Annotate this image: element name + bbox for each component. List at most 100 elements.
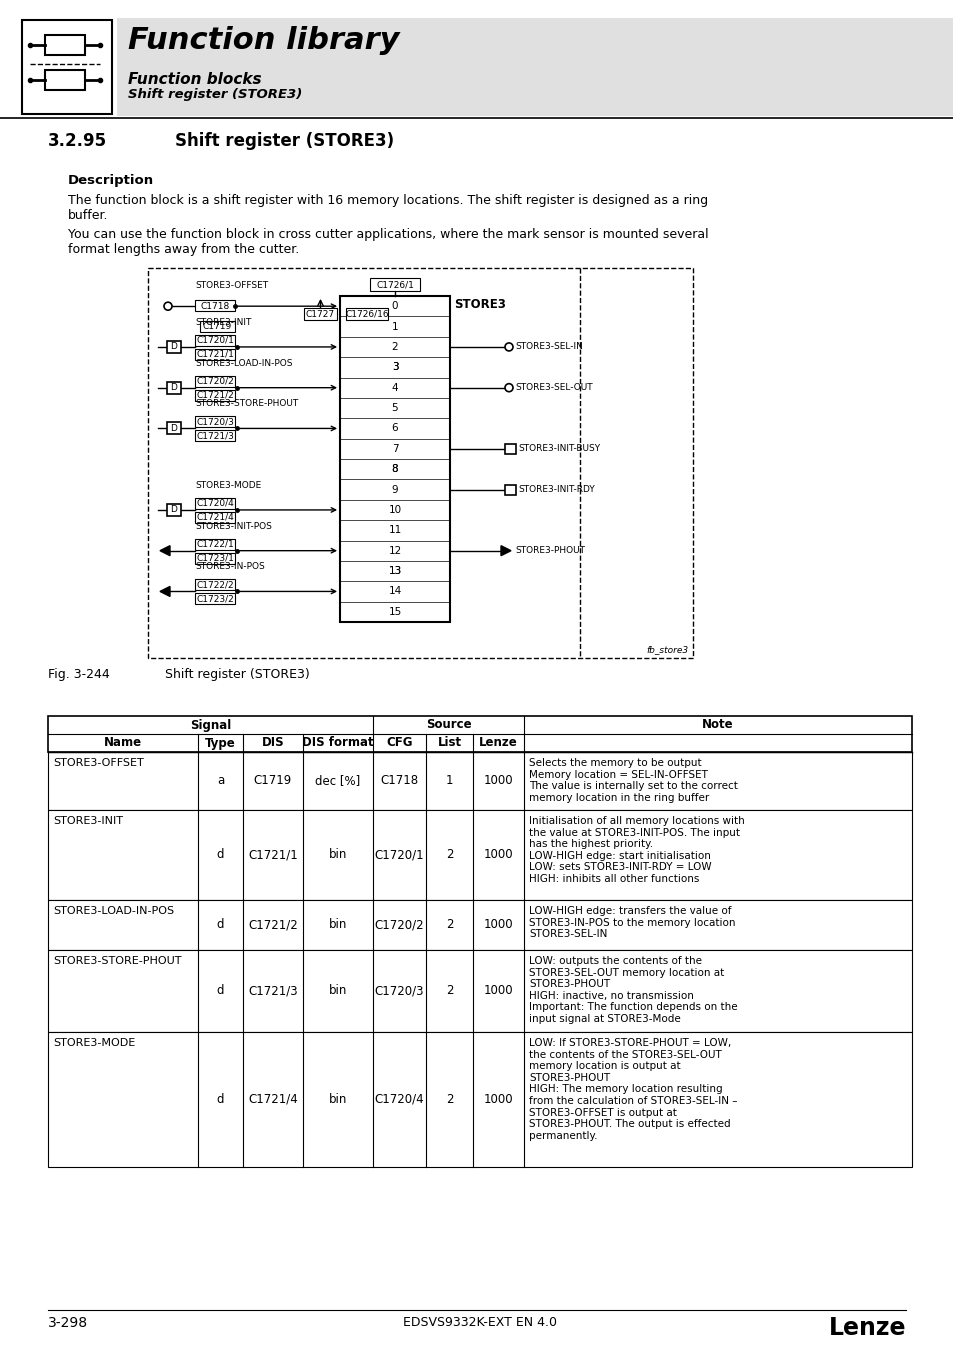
Text: C1721/2: C1721/2 (196, 390, 233, 400)
Text: LOW-HIGH edge: transfers the value of
STORE3-IN-POS to the memory location
STORE: LOW-HIGH edge: transfers the value of ST… (529, 906, 735, 940)
Text: 10: 10 (388, 505, 401, 514)
Bar (48, 716, 911, 752)
Bar (48, 900, 911, 950)
Text: fb_store3: fb_store3 (646, 645, 688, 653)
Text: 0: 0 (392, 301, 397, 312)
Text: C1719: C1719 (202, 323, 232, 331)
Text: 15: 15 (388, 606, 401, 617)
Bar (194, 375, 234, 386)
Text: bin: bin (329, 984, 347, 998)
Circle shape (504, 343, 513, 351)
Text: Lenze: Lenze (478, 737, 517, 749)
Text: The function block is a shift register with 16 memory locations. The shift regis: The function block is a shift register w… (68, 194, 707, 221)
Bar (167, 504, 181, 516)
Bar (339, 296, 450, 622)
Bar (167, 423, 181, 435)
Polygon shape (160, 545, 170, 556)
Bar (148, 269, 692, 657)
Text: C1721/4: C1721/4 (248, 1094, 297, 1106)
Text: 8: 8 (392, 464, 398, 474)
Text: Description: Description (68, 174, 154, 188)
Text: C1720/4: C1720/4 (375, 1094, 424, 1106)
Text: STORE3-STORE-PHOUT: STORE3-STORE-PHOUT (194, 400, 298, 409)
Text: LOW: outputs the contents of the
STORE3-SEL-OUT memory location at
STORE3-PHOUT
: LOW: outputs the contents of the STORE3-… (529, 956, 737, 1025)
Bar (346, 308, 388, 320)
Text: bin: bin (329, 849, 347, 861)
Text: Selects the memory to be output
Memory location = SEL-IN-OFFSET
The value is int: Selects the memory to be output Memory l… (529, 757, 737, 803)
Bar (194, 348, 234, 360)
Text: Shift register (STORE3): Shift register (STORE3) (174, 132, 394, 150)
Text: 3.2.95: 3.2.95 (48, 132, 107, 150)
Text: 9: 9 (392, 485, 398, 494)
Bar (504, 485, 516, 494)
Text: C1719: C1719 (253, 775, 292, 787)
Text: 4: 4 (392, 382, 398, 393)
Text: Source: Source (425, 718, 471, 732)
Text: STORE3-INIT-RDY: STORE3-INIT-RDY (517, 485, 594, 494)
Text: C1720/2: C1720/2 (196, 377, 233, 386)
Bar (504, 444, 516, 454)
Text: D: D (171, 505, 177, 514)
Bar (48, 810, 911, 900)
Bar (194, 552, 234, 564)
Text: bin: bin (329, 918, 347, 932)
Text: STORE3: STORE3 (454, 298, 505, 311)
Circle shape (504, 383, 513, 392)
Bar (194, 300, 234, 312)
Polygon shape (500, 545, 511, 556)
Text: 13: 13 (388, 566, 401, 576)
Text: Signal: Signal (190, 718, 231, 732)
Text: CFG: CFG (386, 737, 413, 749)
Text: 8: 8 (392, 464, 398, 474)
Bar (194, 416, 234, 428)
Text: STORE3-INIT-POS: STORE3-INIT-POS (194, 521, 272, 531)
Bar (48, 1031, 911, 1166)
Text: STORE3-SEL-OUT: STORE3-SEL-OUT (515, 383, 592, 393)
Text: C1723/1: C1723/1 (196, 554, 233, 563)
Bar (45, 35, 85, 55)
Polygon shape (160, 586, 170, 597)
Text: 2: 2 (445, 849, 453, 861)
Text: Function blocks: Function blocks (128, 72, 261, 86)
Text: STORE3-LOAD-IN-POS: STORE3-LOAD-IN-POS (53, 906, 174, 917)
Bar (194, 539, 234, 549)
Text: DIS: DIS (261, 737, 284, 749)
Text: D: D (171, 424, 177, 433)
Text: 1000: 1000 (483, 984, 513, 998)
Text: 1: 1 (445, 775, 453, 787)
Bar (339, 560, 450, 582)
Text: 2: 2 (445, 984, 453, 998)
Text: d: d (216, 918, 224, 932)
Text: Lenze: Lenze (827, 1316, 905, 1341)
Text: C1721/3: C1721/3 (248, 984, 297, 998)
Text: Shift register (STORE3): Shift register (STORE3) (128, 88, 302, 101)
Bar (339, 358, 450, 378)
Text: STORE3-OFFSET: STORE3-OFFSET (194, 281, 268, 290)
Text: Initialisation of all memory locations with
the value at STORE3-INIT-POS. The in: Initialisation of all memory locations w… (529, 815, 744, 884)
Bar (194, 390, 234, 401)
Text: STORE3-INIT: STORE3-INIT (194, 319, 251, 327)
Text: 7: 7 (392, 444, 398, 454)
Text: C1720/1: C1720/1 (375, 849, 424, 861)
Text: C1720/2: C1720/2 (375, 918, 424, 932)
Text: STORE3-SEL-IN: STORE3-SEL-IN (515, 343, 582, 351)
Bar (200, 320, 234, 332)
Text: STORE3-IN-POS: STORE3-IN-POS (194, 563, 265, 571)
Text: 2: 2 (392, 342, 398, 352)
Text: bin: bin (329, 1094, 347, 1106)
Text: d: d (216, 1094, 224, 1106)
Text: 12: 12 (388, 545, 401, 556)
Bar (194, 594, 234, 605)
Text: C1722/2: C1722/2 (196, 580, 233, 590)
Text: 6: 6 (392, 424, 398, 433)
Text: Note: Note (701, 718, 733, 732)
Text: d: d (216, 849, 224, 861)
Text: Shift register (STORE3): Shift register (STORE3) (165, 668, 310, 680)
Text: C1720/4: C1720/4 (196, 500, 233, 508)
Bar (167, 342, 181, 352)
Bar (194, 431, 234, 441)
Bar (194, 512, 234, 522)
Bar (194, 335, 234, 346)
Text: C1722/1: C1722/1 (196, 540, 233, 548)
Text: D: D (171, 343, 177, 351)
